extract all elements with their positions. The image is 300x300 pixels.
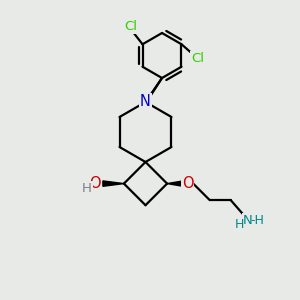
- Text: N: N: [243, 214, 253, 227]
- Text: Cl: Cl: [191, 52, 205, 65]
- Polygon shape: [167, 181, 183, 186]
- Text: N: N: [140, 96, 151, 111]
- Text: O: O: [182, 176, 193, 190]
- Text: H: H: [82, 182, 92, 196]
- Polygon shape: [103, 181, 124, 186]
- Text: -H: -H: [250, 214, 264, 227]
- Text: N: N: [140, 94, 151, 110]
- Text: H: H: [235, 218, 244, 231]
- Text: O: O: [89, 176, 100, 190]
- Text: Cl: Cl: [124, 20, 138, 33]
